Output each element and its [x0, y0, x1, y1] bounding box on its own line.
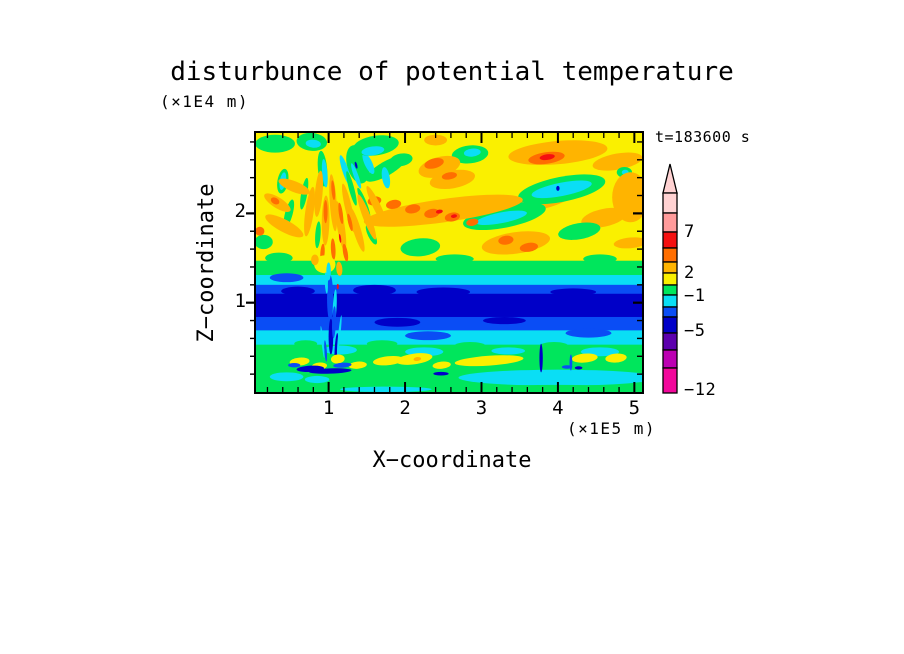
x-tick-label: 5: [628, 397, 641, 419]
x-tick-label: 4: [552, 397, 564, 419]
chart-title: disturbunce of potential temperature: [170, 57, 734, 87]
y-axis-unit-label: (×1E4 m): [160, 92, 250, 111]
z-tick-label: 2: [234, 200, 246, 223]
colorbar-tick-label: −12: [684, 380, 717, 400]
x-tick-label: 2: [399, 397, 411, 419]
colorbar-tick-label: 7: [684, 222, 695, 242]
colorbar-tick-label: 2: [684, 263, 695, 283]
x-tick-label: 1: [322, 397, 335, 419]
x-axis-unit-label: (×1E5 m): [566, 419, 656, 438]
time-annotation: t=183600 s: [655, 128, 751, 146]
z-tick-label: 1: [234, 289, 246, 312]
x-axis-title: X−coordinate: [372, 448, 532, 473]
x-tick-label: 3: [475, 397, 488, 419]
colorbar-tick-label: −1: [684, 286, 706, 306]
colorbar-tick-label: −5: [684, 321, 706, 341]
y-axis-title: Z−coordinate: [194, 183, 219, 343]
